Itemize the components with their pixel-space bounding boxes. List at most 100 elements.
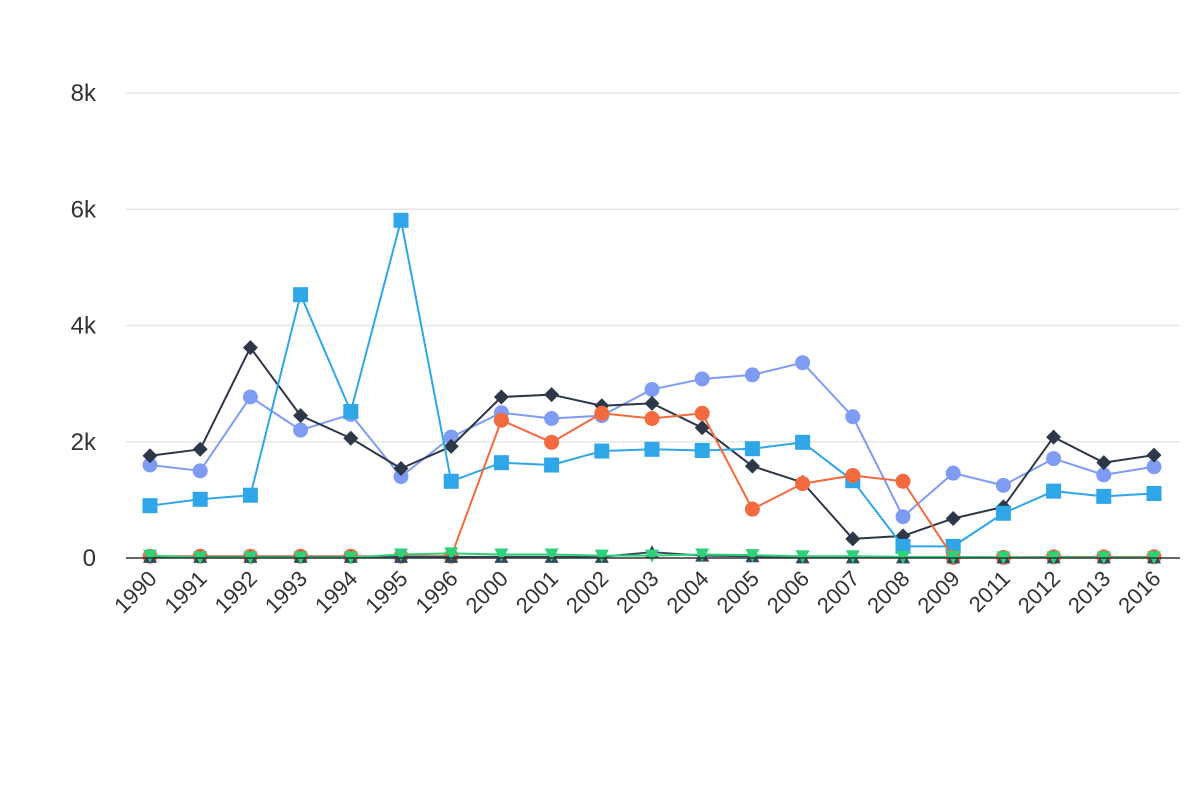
x-tick-label: 2001 xyxy=(511,566,563,618)
data-point xyxy=(444,547,459,561)
series-lines xyxy=(142,212,1162,565)
data-point xyxy=(694,442,710,458)
x-tick-label: 2005 xyxy=(712,566,764,618)
data-point xyxy=(695,548,710,562)
data-point xyxy=(694,420,710,436)
data-point xyxy=(493,389,509,405)
data-point xyxy=(293,422,309,438)
data-point xyxy=(1146,485,1162,501)
data-point xyxy=(795,355,811,371)
data-point xyxy=(494,548,509,562)
data-point xyxy=(1096,488,1112,504)
x-tick-label: 2006 xyxy=(762,566,814,618)
x-tick-label: 2000 xyxy=(461,566,513,618)
data-point xyxy=(795,434,811,450)
data-point xyxy=(394,548,408,562)
data-point xyxy=(493,412,509,428)
data-point xyxy=(1146,459,1162,475)
x-tick-label: 2012 xyxy=(1013,566,1065,618)
x-tick-label: 2007 xyxy=(812,566,864,618)
data-point xyxy=(694,371,710,387)
data-point xyxy=(645,549,659,563)
x-tick-label: 1994 xyxy=(310,566,362,618)
data-point xyxy=(192,463,208,479)
data-point xyxy=(343,404,359,420)
data-point xyxy=(544,387,560,403)
y-tick-label: 6k xyxy=(71,196,97,223)
data-point xyxy=(1046,483,1062,499)
x-tick-label: 1996 xyxy=(410,566,462,618)
data-point xyxy=(644,395,660,411)
y-tick-label: 8k xyxy=(71,80,97,107)
data-point xyxy=(242,487,258,503)
data-point xyxy=(493,455,509,471)
data-point xyxy=(895,473,911,489)
data-point xyxy=(594,549,609,563)
data-point xyxy=(1096,467,1112,483)
data-point xyxy=(242,340,258,356)
data-point xyxy=(343,430,359,446)
gridlines xyxy=(126,92,1180,443)
data-point xyxy=(443,429,459,445)
y-tick-label: 2k xyxy=(71,429,97,456)
x-tick-label: 2008 xyxy=(862,566,914,618)
data-point xyxy=(192,441,208,457)
data-point xyxy=(845,550,860,564)
y-tick-label: 0 xyxy=(83,545,96,572)
data-point xyxy=(745,549,760,563)
data-point xyxy=(744,441,760,457)
x-tick-label: 2009 xyxy=(912,566,964,618)
data-point xyxy=(945,465,961,481)
x-tick-label: 2013 xyxy=(1063,566,1115,618)
data-point xyxy=(845,531,861,547)
data-point xyxy=(192,491,208,507)
x-tick-label: 2002 xyxy=(561,566,613,618)
data-point xyxy=(544,457,560,473)
data-point xyxy=(242,389,258,405)
x-tick-label: 2016 xyxy=(1113,566,1165,618)
data-point xyxy=(1096,455,1112,471)
x-tick-label: 2004 xyxy=(661,566,713,618)
data-point xyxy=(594,405,610,421)
data-point xyxy=(142,448,158,464)
data-point xyxy=(744,501,760,517)
data-point xyxy=(895,509,911,525)
x-tick-label: 1990 xyxy=(109,566,161,618)
data-point xyxy=(1046,429,1062,445)
data-point xyxy=(544,411,560,426)
x-tick-label: 1992 xyxy=(210,566,262,618)
series-3 xyxy=(142,212,1162,554)
data-point xyxy=(895,538,911,554)
data-point xyxy=(393,469,409,485)
data-point xyxy=(293,287,309,303)
data-point xyxy=(795,550,810,564)
data-point xyxy=(142,498,158,514)
data-point xyxy=(845,409,861,425)
data-point xyxy=(795,476,811,492)
data-point xyxy=(1046,451,1062,467)
data-point xyxy=(142,457,158,473)
data-point xyxy=(443,473,459,489)
data-point xyxy=(393,212,409,228)
data-point xyxy=(393,460,409,476)
data-point xyxy=(694,405,710,421)
data-point xyxy=(945,510,961,526)
data-point xyxy=(293,408,309,424)
data-point xyxy=(644,441,660,457)
x-tick-label: 1991 xyxy=(159,566,211,618)
x-tick-label: 2003 xyxy=(611,566,663,618)
data-point xyxy=(644,411,660,426)
x-tick-label: 1995 xyxy=(360,566,412,618)
data-point xyxy=(1146,447,1162,463)
data-point xyxy=(744,458,760,474)
data-point xyxy=(995,505,1011,521)
data-point xyxy=(744,367,760,383)
x-tick-label: 2011 xyxy=(964,566,1015,617)
x-axis-tick-labels: 1990199119921993199419951996200020012002… xyxy=(109,566,1165,618)
x-tick-label: 1993 xyxy=(260,566,312,618)
data-point xyxy=(544,434,560,450)
data-point xyxy=(594,443,610,459)
data-point xyxy=(644,381,660,397)
